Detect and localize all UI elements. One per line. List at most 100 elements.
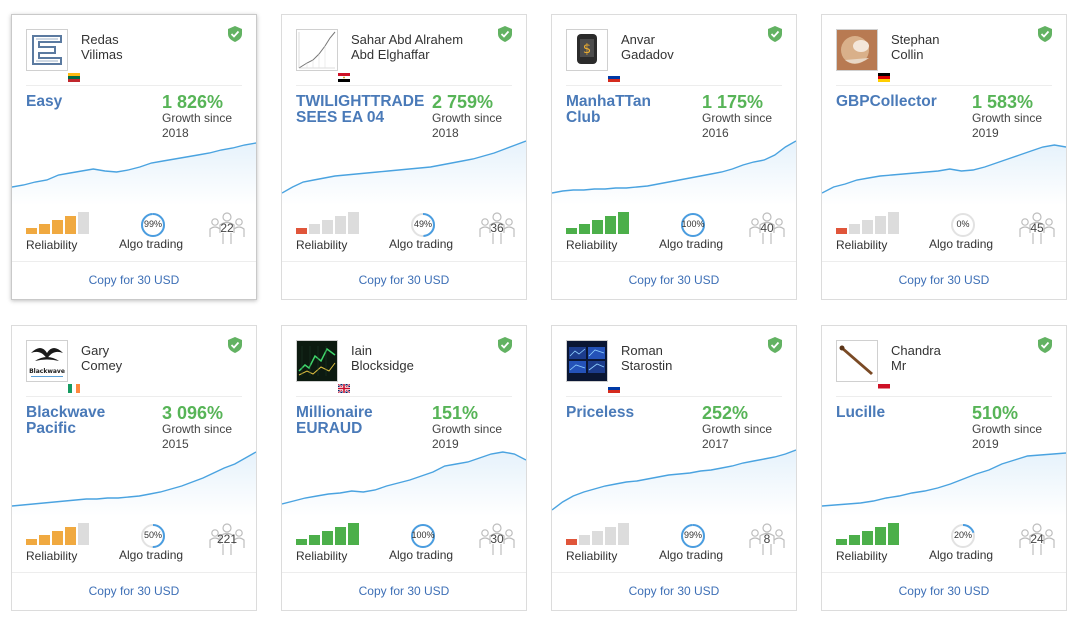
signal-card[interactable]: $ Anvar Gadadov ManhaTTan Club 1 175% Growth … [551,14,797,300]
copy-signal-button[interactable]: Copy for 30 USD [628,273,720,287]
author-name[interactable]: Redas Vilimas [81,32,123,62]
signal-name-line2: SEES EA 04 [296,109,385,126]
svg-text:$: $ [583,42,591,57]
equity-chart[interactable] [552,446,796,516]
equity-chart[interactable] [12,135,256,205]
equity-line [12,142,256,188]
reliability-bars-icon [296,212,360,234]
author-name[interactable]: Chandra Mr [891,343,941,373]
author-avatar[interactable] [566,340,621,394]
reliability-bar [309,535,320,545]
author-name[interactable]: Roman Starostin [621,343,672,373]
signal-name-link[interactable]: Easy [26,94,146,110]
algo-trading-gauge-icon [680,212,706,238]
growth-label-text: Growth since [162,111,233,125]
reliability-bar [862,531,873,545]
verified-shield-icon [1038,26,1052,42]
signal-card[interactable]: Iain Blocksidge Millionaire EURAUD 151% Growt… [281,325,527,611]
signal-name-link[interactable]: Millionaire EURAUD [296,405,416,437]
growth-label-text: Growth since [972,111,1043,125]
growth-since-label: Growth since 2018 [432,111,522,141]
copy-signal-button[interactable]: Copy for 30 USD [358,584,450,598]
reliability-bar [592,220,603,234]
copy-signal-button[interactable]: Copy for 30 USD [88,273,180,287]
growth-value: 252% [702,403,749,423]
author-first-name: Stephan [891,32,940,47]
copy-signal-button[interactable]: Copy for 30 USD [628,584,720,598]
equity-line [282,451,526,505]
equity-line [822,144,1066,194]
divider [282,572,526,573]
signal-name-line1: Blackwave [26,404,106,421]
equity-area [282,452,526,516]
subscribers-count: 45 [1030,221,1044,235]
signal-name-link[interactable]: TWILIGHTTRADE SEES EA 04 [296,94,424,126]
equity-chart[interactable] [282,446,526,516]
algo-trading-gauge-icon [950,212,976,238]
equity-chart[interactable] [822,446,1066,516]
reliability-bar [322,220,333,234]
signal-name-line1: Priceless [566,404,635,421]
signal-card[interactable]: Chandra Mr Lucille 510% Growth since 2019 Reli… [821,325,1067,611]
reliability-bar [618,212,629,234]
copy-signal-button[interactable]: Copy for 30 USD [898,273,990,287]
divider [282,261,526,262]
equity-chart[interactable] [12,446,256,516]
author-avatar[interactable] [26,29,81,83]
signal-name-link[interactable]: Blackwave Pacific [26,405,146,437]
author-first-name: Iain [351,343,372,358]
author-last-name: Starostin [621,358,673,373]
reliability-bar [52,220,63,234]
subscribers-count: 24 [1030,532,1044,546]
reliability-bars-icon [26,212,90,234]
reliability-bar [309,224,320,234]
signal-name-link[interactable]: GBPCollector [836,94,956,110]
growth-label-text: Growth since [432,422,503,436]
author-avatar[interactable] [836,340,891,394]
subscribers-count: 8 [763,532,771,546]
signal-card[interactable]: Stephan Collin GBPCollector 1 583% Growth si… [821,14,1067,300]
equity-chart[interactable] [552,135,796,205]
divider [836,85,1052,86]
author-first-name: Roman [621,343,663,358]
author-avatar[interactable] [296,340,351,394]
signal-card[interactable]: Roman Starostin Priceless 252% Growth since 2… [551,325,797,611]
equity-chart[interactable] [282,135,526,205]
growth-since-label: Growth since 2015 [162,422,252,452]
author-avatar[interactable]: $ [566,29,621,83]
reliability-bar [65,527,76,545]
author-avatar[interactable] [836,29,891,83]
author-name[interactable]: Iain Blocksidge [351,343,414,373]
author-name[interactable]: Sahar Abd Alrahem Abd Elghaffar [351,32,463,62]
copy-signal-button[interactable]: Copy for 30 USD [88,584,180,598]
growth-year: 2018 [162,126,189,140]
author-name[interactable]: Gary Comey [81,343,122,373]
algo-trading-percent: 99% [143,219,162,229]
signal-card[interactable]: Sahar Abd Alrahem Abd Elghaffar TWILIGHTTR… [281,14,527,300]
reliability-bar [296,539,307,545]
author-avatar[interactable] [296,29,351,83]
signal-name-line1: ManhaTTan Club [566,93,651,126]
signal-card[interactable]: Redas Vilimas Easy 1 826% Growth since 2018 Re… [11,14,257,300]
signal-card[interactable]: Blackwave Gary Comey Blackwave Pacific 3 096%… [11,325,257,611]
author-name[interactable]: Stephan Collin [891,32,939,62]
subscribers-count: 30 [490,532,504,546]
reliability-label: Reliability [26,238,78,252]
author-name[interactable]: Anvar Gadadov [621,32,674,62]
signal-name-link[interactable]: Lucille [836,405,956,421]
equity-chart[interactable] [822,135,1066,205]
author-avatar[interactable]: Blackwave [26,340,81,394]
author-last-name: Comey [81,358,123,373]
algo-trading-gauge-icon [410,212,436,238]
algo-trading-label: Algo trading [389,548,454,562]
copy-signal-button[interactable]: Copy for 30 USD [358,273,450,287]
signal-name-link[interactable]: ManhaTTan Club [566,94,686,126]
copy-signal-button[interactable]: Copy for 30 USD [898,584,990,598]
signal-name-line2: Pacific [26,420,76,437]
signal-name-link[interactable]: Priceless [566,405,686,421]
reliability-bar [335,527,346,545]
growth-year: 2019 [432,437,459,451]
author-last-name: Gadadov [621,47,674,62]
reliability-bar [52,531,63,545]
